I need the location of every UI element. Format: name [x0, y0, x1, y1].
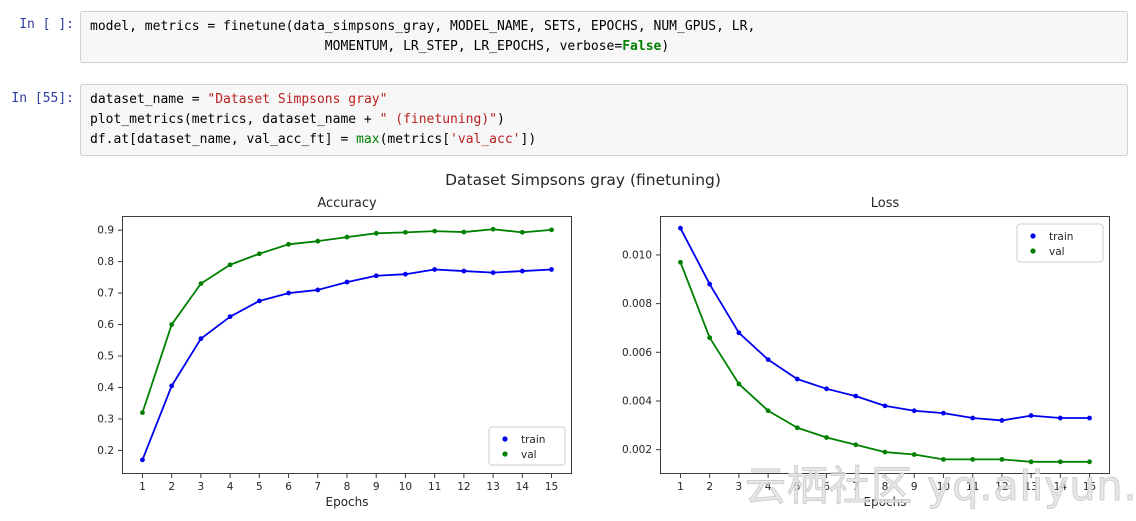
svg-text:4: 4: [227, 481, 234, 493]
svg-text:Epochs: Epochs: [864, 495, 907, 509]
svg-text:14: 14: [516, 481, 530, 493]
svg-text:0.002: 0.002: [622, 444, 652, 456]
cell-prompt-1: In [ ]:: [19, 17, 74, 32]
svg-text:15: 15: [1083, 481, 1096, 493]
svg-text:12: 12: [457, 481, 470, 493]
svg-text:7: 7: [314, 481, 321, 493]
svg-text:11: 11: [966, 481, 979, 493]
svg-text:11: 11: [428, 481, 441, 493]
code-text-2: dataset_name = "Dataset Simpsons gray" pl…: [90, 92, 537, 148]
svg-text:train: train: [1049, 231, 1073, 243]
svg-text:2: 2: [706, 481, 713, 493]
svg-text:2: 2: [168, 481, 175, 493]
svg-text:val: val: [1049, 246, 1065, 258]
svg-text:Loss: Loss: [871, 196, 900, 211]
svg-text:0.2: 0.2: [97, 445, 114, 457]
svg-text:12: 12: [995, 481, 1008, 493]
svg-text:10: 10: [399, 481, 412, 493]
svg-text:4: 4: [765, 481, 772, 493]
svg-text:6: 6: [285, 481, 292, 493]
svg-text:8: 8: [882, 481, 889, 493]
svg-text:1: 1: [139, 481, 146, 493]
cell-prompt-2: In [55]:: [11, 91, 74, 106]
svg-text:5: 5: [256, 481, 263, 493]
svg-text:14: 14: [1054, 481, 1068, 493]
loss-chart: Loss Epochs 0.002 0.004 0.006 0.008 0.010 1 2 3 4 5…: [622, 196, 1110, 509]
svg-text:6: 6: [823, 481, 830, 493]
svg-text:1: 1: [677, 481, 684, 493]
svg-text:0.006: 0.006: [622, 347, 652, 359]
svg-text:0.3: 0.3: [97, 413, 114, 425]
svg-text:3: 3: [198, 481, 205, 493]
svg-text:0.4: 0.4: [97, 382, 114, 394]
svg-text:7: 7: [852, 481, 859, 493]
svg-text:15: 15: [545, 481, 558, 493]
svg-text:val: val: [521, 449, 537, 461]
svg-text:8: 8: [344, 481, 351, 493]
svg-text:13: 13: [486, 481, 499, 493]
svg-text:10: 10: [937, 481, 950, 493]
svg-text:0.8: 0.8: [97, 256, 114, 268]
svg-text:9: 9: [911, 481, 918, 493]
svg-text:0.010: 0.010: [622, 249, 652, 261]
figure-title: Dataset Simpsons gray (finetuning): [445, 171, 721, 189]
svg-text:0.5: 0.5: [97, 351, 114, 363]
svg-text:9: 9: [373, 481, 380, 493]
svg-text:0.6: 0.6: [97, 319, 114, 331]
svg-text:0.004: 0.004: [622, 395, 652, 407]
svg-text:0.008: 0.008: [622, 298, 652, 310]
svg-text:Epochs: Epochs: [326, 495, 369, 509]
code-input-2[interactable]: dataset_name = "Dataset Simpsons gray" pl…: [80, 84, 1128, 157]
figure-output: Dataset Simpsons gray (finetuning) Accur…: [0, 163, 1136, 521]
svg-text:3: 3: [736, 481, 743, 493]
svg-text:0.7: 0.7: [97, 288, 114, 300]
code-input-1[interactable]: model, metrics = finetune(data_simpsons_…: [80, 11, 1128, 64]
svg-text:train: train: [521, 434, 545, 446]
svg-text:0.9: 0.9: [97, 225, 114, 237]
svg-text:5: 5: [794, 481, 801, 493]
code-text-1: model, metrics = finetune(data_simpsons_…: [90, 19, 756, 55]
svg-text:13: 13: [1024, 481, 1037, 493]
accuracy-chart: Accuracy Epochs 0.2 0.3 0.4 0.5 0.6 0.7 0.8 0.9 1 2…: [97, 196, 572, 509]
svg-text:Accuracy: Accuracy: [317, 196, 377, 211]
